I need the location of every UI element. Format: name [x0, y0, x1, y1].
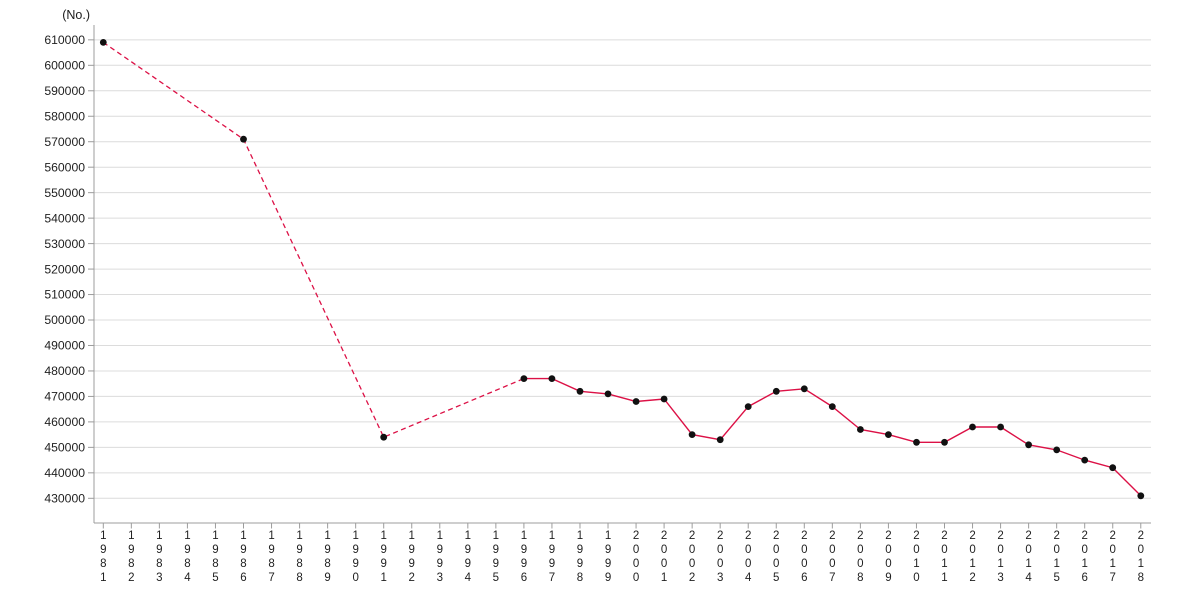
data-point-marker	[576, 387, 584, 395]
y-tick-label: 440000	[44, 466, 85, 480]
data-point-marker	[520, 375, 528, 382]
y-tick-label: 610000	[44, 33, 85, 47]
data-point-marker	[380, 433, 388, 441]
y-tick-label: 530000	[44, 237, 85, 251]
y-tick-label: 470000	[44, 390, 85, 404]
data-point-marker	[1025, 441, 1032, 449]
data-point-marker	[913, 438, 920, 446]
data-point-marker	[800, 385, 808, 393]
y-tick-label: 590000	[44, 84, 85, 98]
series-line-dashed	[102, 41, 525, 439]
y-tick-label: 430000	[44, 492, 85, 506]
y-tick-label: 450000	[44, 441, 85, 455]
data-point-marker	[772, 387, 780, 395]
y-axis-unit-label: (No.)	[62, 8, 90, 22]
y-tick-label: 570000	[44, 135, 85, 149]
data-point-marker	[941, 438, 948, 446]
data-point-marker	[99, 39, 107, 46]
data-point-marker	[688, 431, 696, 438]
data-point-marker	[744, 403, 752, 410]
data-point-marker	[240, 135, 247, 143]
y-tick-label: 560000	[44, 160, 85, 174]
y-tick-label: 490000	[44, 339, 85, 353]
data-point-marker	[660, 395, 668, 403]
data-point-marker	[604, 390, 612, 398]
y-tick-label: 600000	[44, 59, 85, 73]
data-point-marker	[1137, 492, 1145, 500]
data-point-marker	[1109, 464, 1117, 472]
y-tick-label: 500000	[44, 313, 85, 327]
y-tick-label: 550000	[44, 186, 85, 200]
data-point-marker	[857, 426, 864, 433]
y-tick-label: 460000	[44, 415, 85, 429]
y-tick-label: 520000	[44, 262, 85, 276]
data-point-marker	[548, 375, 556, 382]
data-point-marker	[969, 423, 976, 431]
y-tick-label: 540000	[44, 211, 85, 225]
y-tick-label: 480000	[44, 364, 85, 378]
y-tick-label: 580000	[44, 109, 85, 123]
data-point-marker	[885, 431, 892, 438]
data-point-marker	[632, 398, 640, 405]
data-point-marker	[828, 403, 836, 410]
data-point-marker	[1053, 446, 1061, 454]
data-point-marker	[997, 423, 1004, 431]
data-point-marker	[716, 436, 724, 444]
y-tick-label: 510000	[44, 288, 85, 302]
data-point-marker	[1081, 456, 1089, 464]
